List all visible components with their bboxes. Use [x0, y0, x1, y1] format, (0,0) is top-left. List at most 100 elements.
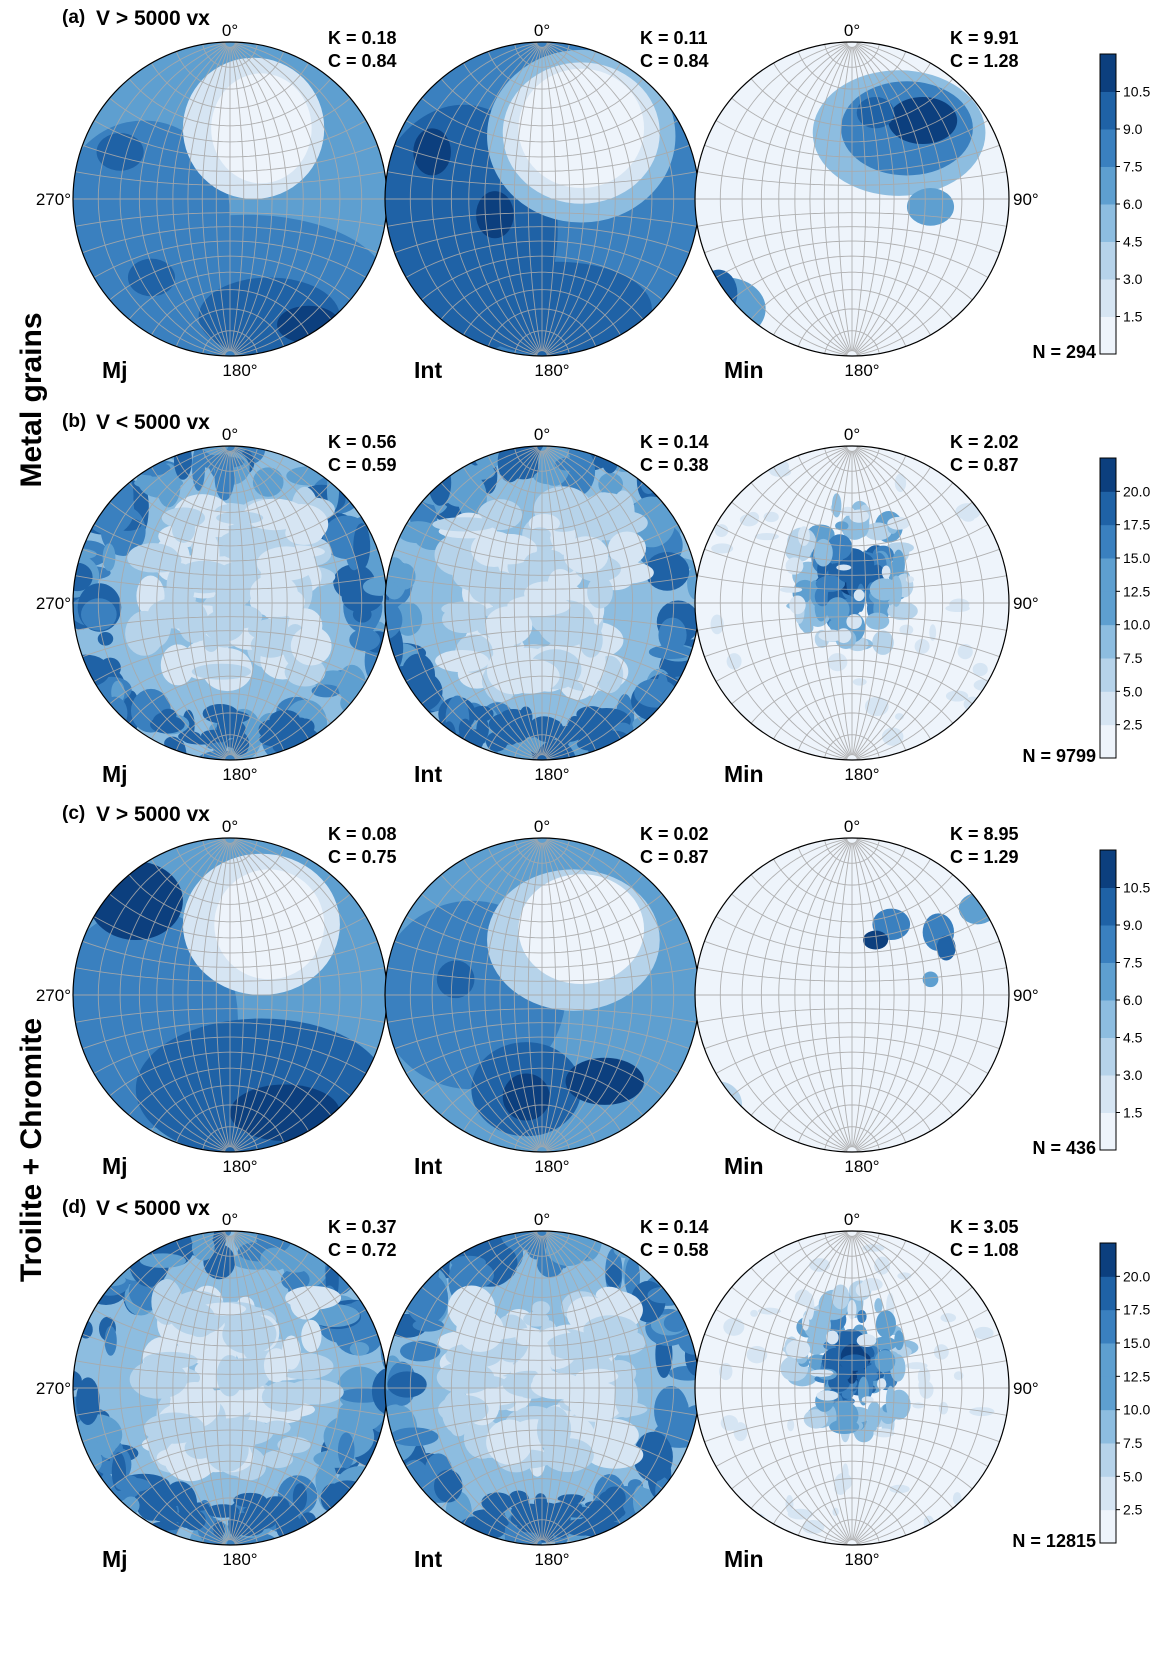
direction-label-north: 0°: [534, 21, 550, 40]
k-value: K = 0.14: [640, 1217, 709, 1237]
stereonet-outline: [694, 1230, 1010, 1546]
colorbar-tick-label: 9.0: [1123, 917, 1143, 933]
stereonet-min: 0° 180° 90° Min K = 9.91 C = 1.28: [694, 21, 1039, 383]
stereonet-grid: [73, 446, 387, 760]
colorbar-tick-label: 6.0: [1123, 992, 1143, 1008]
colorbar: 1.5 3.0 4.5 6.0 7.5 9.0 10.5 N = 294: [1032, 53, 1150, 362]
axis-label: Min: [724, 357, 764, 383]
direction-label-east: 90°: [1013, 1379, 1039, 1398]
colorbar-tick-label: 15.0: [1123, 1335, 1150, 1351]
panel-label: (d): [62, 1197, 86, 1218]
k-value: K = 0.37: [328, 1217, 397, 1237]
colorbar-band: [1100, 1376, 1116, 1411]
stereonet-mj: 0° 180° 270° Mj K = 0.08 C = 0.75: [36, 817, 397, 1179]
colorbar-band: [1100, 691, 1116, 726]
colorbar-band: [1100, 166, 1116, 205]
k-value: K = 0.18: [328, 28, 397, 48]
axis-label: Mj: [102, 1153, 128, 1179]
colorbar-tick-label: 1.5: [1123, 309, 1143, 325]
colorbar-band: [1100, 1343, 1116, 1377]
n-count: N = 294: [1032, 342, 1096, 362]
colorbar-band: [1100, 1309, 1116, 1344]
colorbar-band: [1100, 458, 1116, 492]
panel-a: (a) V > 5000 vx 0° 180° 270° Mj K = 0.18 C = 0.…: [36, 7, 1151, 383]
direction-label-south: 180°: [222, 765, 257, 784]
stereonet-grid: [73, 42, 387, 356]
stereonet-int: 0° 180° Int K = 0.11 C = 0.84: [384, 21, 709, 383]
colorbar-frame: [1099, 1242, 1117, 1544]
colorbar-frame: [1099, 457, 1117, 759]
colorbar-band: [1100, 1075, 1116, 1113]
c-value: C = 0.75: [328, 847, 397, 867]
stereonet-mj: 0° 180° 270° Mj K = 0.56 C = 0.59: [36, 425, 397, 787]
colorbar-tick-label: 7.5: [1123, 955, 1143, 971]
n-count: N = 436: [1032, 1138, 1096, 1158]
stereonet-grid: [695, 446, 1009, 760]
colorbar-tick-label: 7.5: [1123, 159, 1143, 175]
direction-label-east: 90°: [1013, 594, 1039, 613]
axis-label: Min: [724, 1546, 764, 1572]
colorbar: 1.5 3.0 4.5 6.0 7.5 9.0 10.5 N = 436: [1032, 849, 1150, 1158]
colorbar-tick-label: 17.5: [1123, 517, 1150, 533]
panel-condition: V < 5000 vx: [96, 1197, 210, 1220]
direction-label-north: 0°: [222, 1210, 238, 1229]
colorbar-tick-label: 15.0: [1123, 550, 1150, 566]
stereonet-outline: [694, 837, 1010, 1153]
stereonet-min: 0° 180° 90° Min K = 2.02 C = 0.87: [694, 425, 1039, 787]
axis-label: Mj: [102, 357, 128, 383]
k-value: K = 9.91: [950, 28, 1019, 48]
axis-label: Int: [414, 1153, 442, 1179]
stereonet-outline: [694, 445, 1010, 761]
colorbar-band: [1100, 1000, 1116, 1038]
direction-label-north: 0°: [222, 817, 238, 836]
direction-label-north: 0°: [844, 21, 860, 40]
stereonet-grid: [695, 838, 1009, 1152]
direction-label-east: 90°: [1013, 986, 1039, 1005]
colorbar-tick-label: 10.5: [1123, 84, 1150, 100]
stereonet-grid: [73, 1231, 387, 1545]
colorbar-tick-label: 10.0: [1123, 617, 1150, 633]
stereonet-grid: [73, 838, 387, 1152]
direction-label-south: 180°: [844, 1157, 879, 1176]
colorbar-tick-label: 10.0: [1123, 1402, 1150, 1418]
colorbar-tick-label: 9.0: [1123, 121, 1143, 137]
stereonet-int: 0° 180° Int K = 0.02 C = 0.87: [384, 817, 709, 1179]
direction-label-north: 0°: [222, 21, 238, 40]
direction-label-north: 0°: [534, 425, 550, 444]
c-value: C = 0.58: [640, 1240, 709, 1260]
axis-label: Mj: [102, 1546, 128, 1572]
group-label-metal-grains: Metal grains: [15, 312, 48, 487]
k-value: K = 0.02: [640, 824, 709, 844]
stereonet-grid: [695, 42, 1009, 356]
colorbar-band: [1100, 1112, 1116, 1151]
panel-label: (b): [62, 411, 86, 432]
colorbar-band: [1100, 591, 1116, 626]
direction-label-north: 0°: [534, 817, 550, 836]
c-value: C = 1.08: [950, 1240, 1019, 1260]
colorbar-tick-label: 3.0: [1123, 271, 1143, 287]
colorbar-band: [1100, 316, 1116, 355]
panel-condition: V > 5000 vx: [96, 803, 210, 826]
k-value: K = 0.08: [328, 824, 397, 844]
direction-label-south: 180°: [534, 765, 569, 784]
colorbar-band: [1100, 1243, 1116, 1277]
colorbar-band: [1100, 887, 1116, 926]
axis-label: Int: [414, 1546, 442, 1572]
panel-condition: V > 5000 vx: [96, 7, 210, 30]
colorbar-tick-label: 5.0: [1123, 683, 1143, 699]
k-value: K = 0.14: [640, 432, 709, 452]
axis-label: Int: [414, 357, 442, 383]
colorbar-tick-label: 12.5: [1123, 583, 1150, 599]
direction-label-south: 180°: [534, 361, 569, 380]
c-value: C = 0.59: [328, 455, 397, 475]
k-value: K = 0.11: [640, 28, 708, 48]
colorbar-band: [1100, 241, 1116, 280]
colorbar-band: [1100, 1509, 1116, 1544]
axis-label: Mj: [102, 761, 128, 787]
panel-b: (b) V < 5000 vx 0° 180° 270° Mj K = 0.56 C = 0.…: [36, 411, 1151, 787]
colorbar: 2.5 5.0 7.5 10.0 12.5 15.0 17.5 20.0 N = 12815: [1012, 1242, 1150, 1551]
direction-label-west: 270°: [36, 986, 71, 1005]
direction-label-south: 180°: [844, 765, 879, 784]
density-contours: [73, 42, 387, 356]
